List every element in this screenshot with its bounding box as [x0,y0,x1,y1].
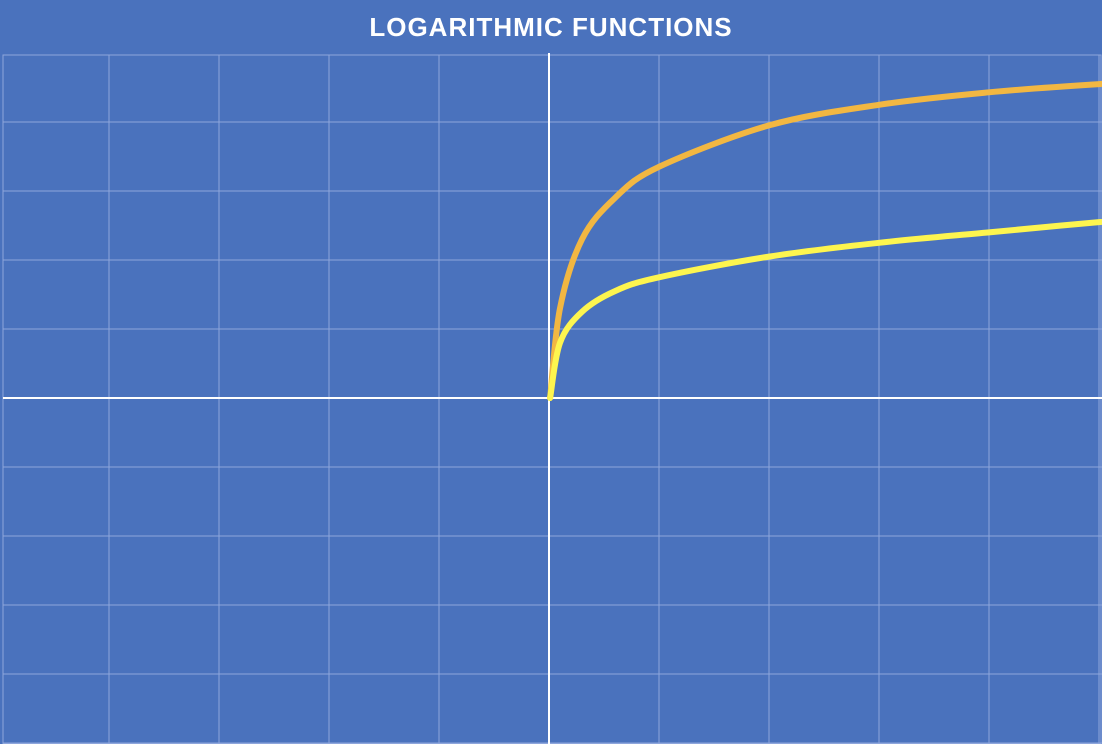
series-line-1 [547,80,1102,401]
series-line-2 [547,218,1102,401]
chart-title: LOGARITHMIC FUNCTIONS [369,12,733,42]
plot-border [2,54,1102,744]
series-layer [547,80,1102,401]
grid [2,54,1102,744]
